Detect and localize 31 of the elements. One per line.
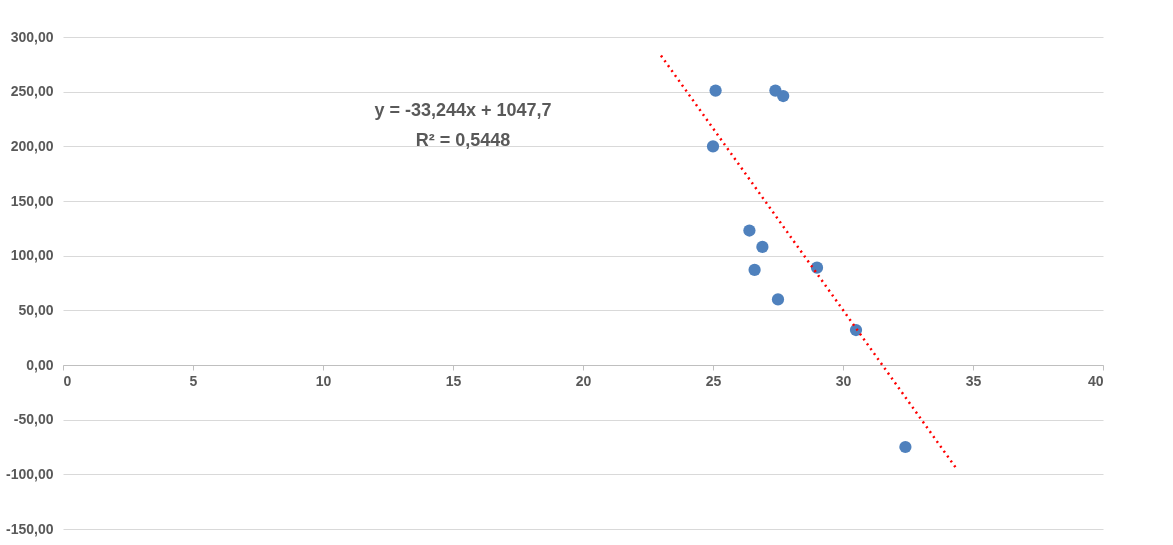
y-tick-label: 100,00 bbox=[10, 247, 54, 264]
annotation: R² = 0,5448 bbox=[415, 130, 511, 150]
point bbox=[849, 323, 863, 337]
annotation: y = -33,244x + 1047,7 bbox=[374, 100, 552, 120]
point bbox=[706, 140, 720, 153]
point bbox=[743, 224, 756, 237]
point bbox=[771, 293, 785, 306]
point bbox=[777, 89, 790, 103]
point bbox=[709, 84, 722, 97]
x-tick-label: 10 bbox=[315, 372, 332, 389]
point bbox=[810, 261, 824, 274]
y-tick-label: -150,00 bbox=[6, 520, 54, 537]
y-tick-label: -50,00 bbox=[13, 411, 54, 428]
y-tick-label: 150,00 bbox=[10, 192, 54, 209]
x-tick-label: 30 bbox=[835, 372, 852, 389]
x-tick-label: 0 bbox=[63, 372, 72, 389]
point bbox=[899, 440, 912, 454]
x-tick-label: 20 bbox=[575, 372, 592, 389]
x-tick-label: 5 bbox=[189, 372, 198, 389]
point bbox=[756, 240, 769, 254]
y-tick-label: 250,00 bbox=[10, 83, 54, 100]
y-tick-label: 0,00 bbox=[26, 356, 54, 373]
y-tick-label: -100,00 bbox=[6, 465, 54, 482]
point bbox=[748, 263, 761, 276]
x-tick-label: 35 bbox=[965, 372, 982, 389]
y-tick-label: 50,00 bbox=[18, 301, 54, 318]
y-tick-label: 300,00 bbox=[10, 28, 54, 45]
x-tick-label: 15 bbox=[445, 372, 462, 389]
x-tick-label: 40 bbox=[1087, 372, 1104, 389]
y-tick-label: 200,00 bbox=[10, 137, 54, 154]
x-tick-label: 25 bbox=[705, 372, 722, 389]
